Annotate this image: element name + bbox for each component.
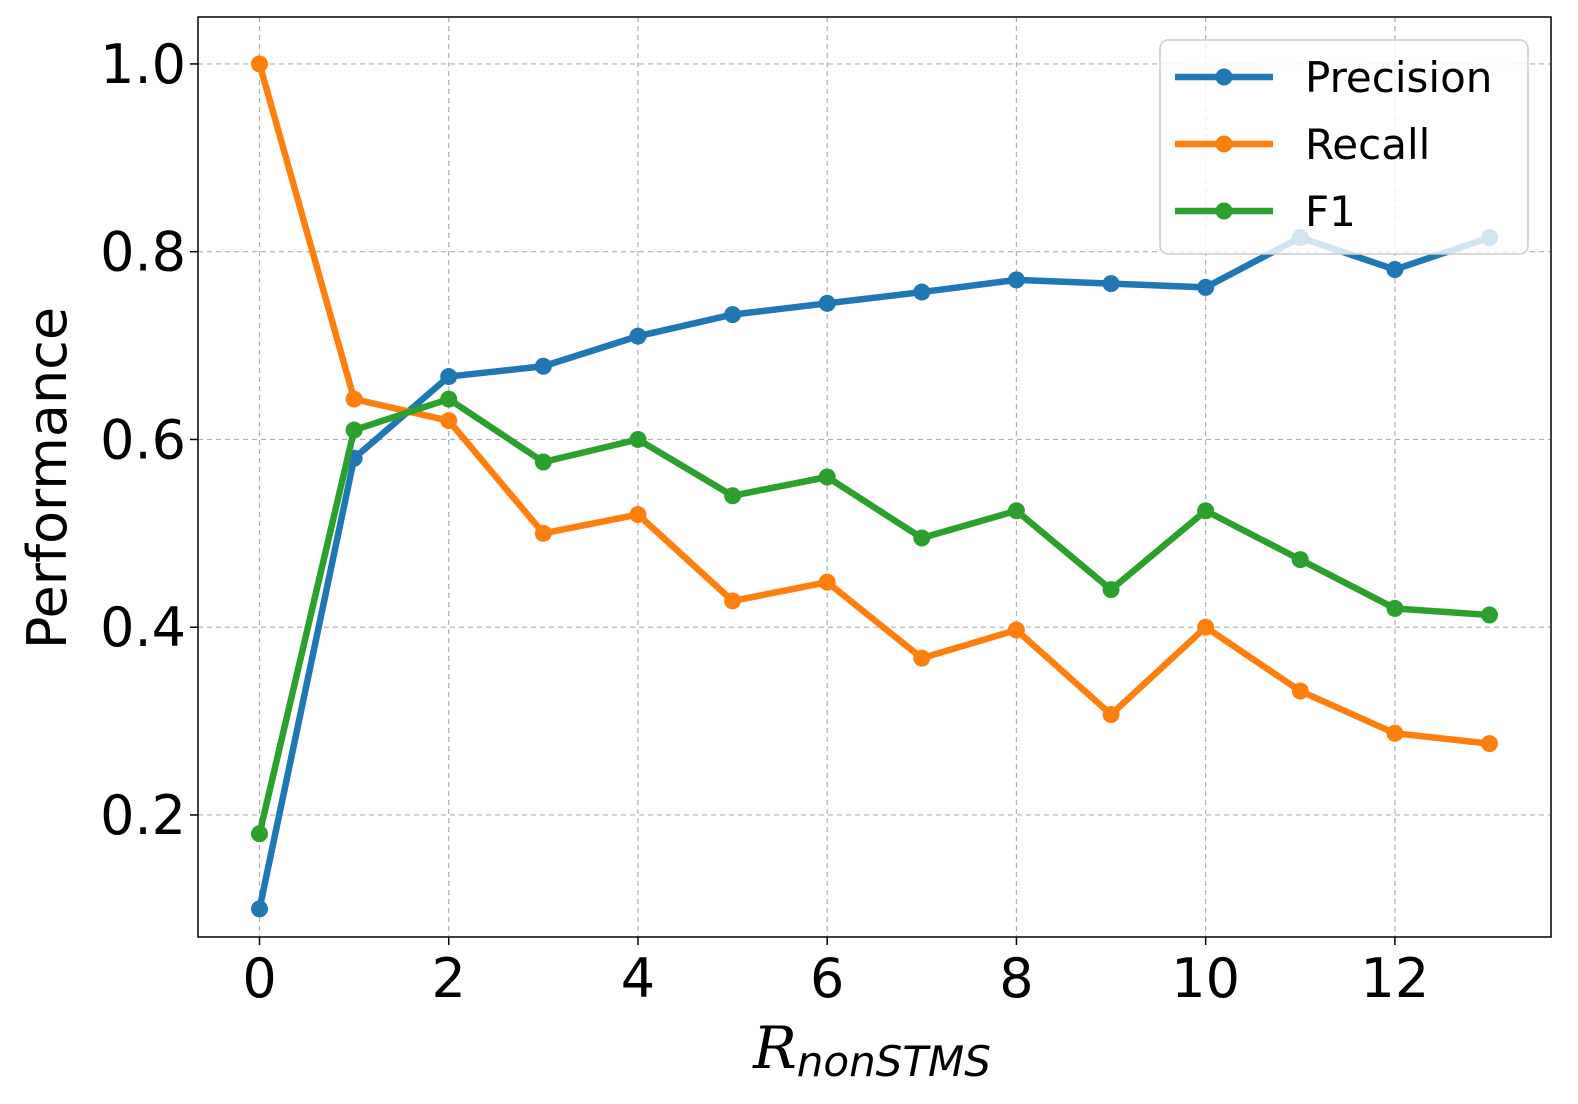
recall-point [1102,706,1120,724]
recall-point [1291,682,1309,700]
recall-point [251,55,268,73]
x-axis-label-sub: nonSTMS [797,1037,991,1086]
legend-marker-precision [1215,68,1233,86]
recall-point [724,592,742,610]
f1-point [440,390,458,408]
x-axis-ticks: 0 2 4 6 8 10 12 [242,937,1429,1010]
precision-point [1102,275,1120,293]
f1-point [818,468,836,486]
f1-point [724,487,742,505]
recall-point [1386,724,1404,742]
precision-point [1197,278,1215,296]
recall-point [440,412,458,430]
recall-point [1007,621,1025,639]
precision-point [251,900,268,918]
y-tick-label: 1.0 [100,33,186,96]
legend-box [1159,39,1529,255]
f1-point [1007,502,1025,520]
y-tick-label: 0.6 [100,408,186,471]
legend-marker-recall [1215,135,1233,153]
precision-point [1007,271,1025,289]
f1-point [1481,606,1498,624]
legend: Precision Recall F1 [1159,39,1529,255]
x-tick-label: 6 [810,947,844,1010]
x-axis-label-main: R [752,1014,797,1082]
recall-line [256,60,1493,747]
x-tick-label: 12 [1361,947,1430,1010]
f1-line [256,395,1493,837]
x-axis-label: RnonSTMS [752,1014,991,1086]
y-tick-label: 0.4 [100,596,186,659]
precision-point [913,283,931,301]
y-tick-label: 0.2 [100,784,186,847]
f1-point [345,421,363,439]
precision-point [534,357,552,375]
f1-point [534,453,552,471]
precision-point [724,306,742,324]
precision-point [818,294,836,312]
series-f1 [251,390,1498,843]
recall-point [1481,735,1498,753]
f1-point [1102,581,1120,599]
y-axis-ticks: 0.2 0.4 0.6 0.8 1.0 [100,33,198,847]
y-axis-label: Performance [16,307,79,649]
recall-point [534,524,552,542]
f1-point [1197,502,1215,520]
recall-point [913,649,931,667]
x-tick-label: 2 [432,947,466,1010]
legend-label-precision: Precision [1305,53,1492,102]
series-recall [251,55,1498,753]
plot-frame [197,16,1552,938]
recall-point [345,390,363,408]
x-tick-label: 10 [1171,947,1240,1010]
legend-label-f1: F1 [1305,187,1356,236]
legend-marker-f1 [1215,202,1233,220]
recall-point [818,573,836,591]
x-tick-label: 0 [242,947,276,1010]
recall-point [1197,618,1215,636]
precision-point [440,368,458,386]
f1-point [1291,551,1309,569]
recall-point [629,506,647,524]
f1-point [913,529,931,547]
y-tick-label: 0.8 [100,221,186,284]
f1-point [629,430,647,448]
x-tick-label: 4 [621,947,655,1010]
f1-point [1386,599,1404,617]
precision-point [629,327,647,345]
f1-point [251,825,268,843]
x-tick-label: 8 [999,947,1033,1010]
legend-label-recall: Recall [1305,120,1430,169]
precision-point [1386,261,1404,279]
